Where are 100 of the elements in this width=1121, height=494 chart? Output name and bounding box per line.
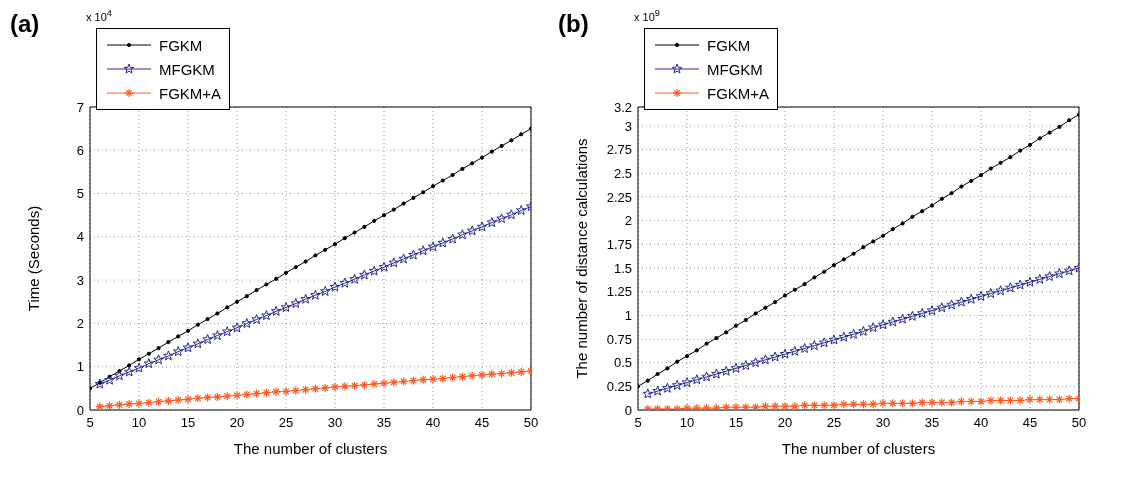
y-axis-title: The number of distance calculations (573, 138, 591, 379)
point (104, 374, 115, 385)
x-tick-label: 50 (523, 415, 539, 431)
point (476, 221, 488, 232)
x-tick-label: 25 (278, 415, 294, 431)
point (427, 241, 439, 252)
point (926, 305, 938, 316)
point (828, 334, 840, 345)
y-tick-label: 3.2 (613, 99, 632, 115)
x-tick-label: 10 (131, 415, 147, 431)
y-tick-label: 1.5 (613, 260, 632, 276)
point (1063, 265, 1075, 276)
x-tick-label: 30 (327, 415, 343, 431)
point (300, 293, 311, 304)
x-tick-label: 15 (728, 415, 744, 431)
point (114, 370, 125, 381)
y-tick-label: 0.25 (606, 378, 632, 394)
y-tick-label: 2.75 (606, 142, 632, 158)
y-tick-label: 3 (76, 272, 84, 288)
point (408, 249, 419, 260)
legend-label: FGKM (159, 36, 203, 54)
point (202, 333, 213, 344)
point (378, 261, 390, 272)
point (349, 273, 360, 284)
point (359, 269, 370, 280)
y-tick-label: 4 (76, 229, 84, 245)
point (398, 253, 409, 264)
x-tick-label: 10 (679, 415, 695, 431)
y-axis-title: Time (Seconds) (25, 205, 43, 312)
point (985, 288, 997, 299)
point (1034, 273, 1046, 284)
x-tick-label: 5 (86, 415, 94, 431)
point (936, 302, 948, 313)
point (212, 330, 223, 341)
point (965, 293, 977, 304)
point (143, 358, 155, 369)
x-tick-label: 20 (229, 415, 245, 431)
x-axis-title: The number of clusters (781, 440, 936, 457)
y-tick-label: 7 (76, 99, 84, 115)
point (779, 348, 791, 359)
point (182, 342, 194, 353)
y-tick-label: 6 (76, 142, 84, 158)
point (153, 354, 164, 365)
y-tick-label: 1 (624, 307, 632, 323)
point (671, 379, 683, 390)
point (642, 388, 654, 399)
legend-label: FGKM (707, 36, 751, 54)
point (466, 225, 478, 236)
x-tick-label: 25 (826, 415, 842, 431)
point (437, 237, 449, 248)
x-tick-label: 35 (924, 415, 940, 431)
point (838, 331, 850, 342)
point (251, 314, 262, 325)
point (740, 360, 752, 371)
point (720, 365, 732, 376)
point (799, 342, 810, 353)
point (652, 385, 663, 396)
y-tick-label: 1.75 (606, 236, 632, 252)
point (1014, 279, 1026, 290)
point (339, 277, 351, 288)
x-tick-label: 50 (1071, 415, 1087, 431)
point (1044, 270, 1055, 282)
legend-label: FGKM+A (159, 84, 222, 102)
y-tick-label: 2 (76, 316, 84, 332)
y-tick-label: 3 (624, 118, 632, 134)
point (192, 338, 204, 349)
x-tick-label: 45 (474, 415, 490, 431)
y-tick-label: 1.25 (606, 284, 632, 300)
point (163, 350, 174, 361)
point (760, 354, 771, 365)
point (388, 257, 400, 268)
point (946, 299, 957, 310)
point (270, 305, 282, 316)
point (417, 245, 429, 256)
x-tick-label: 45 (1022, 415, 1038, 431)
point (241, 317, 253, 328)
y-tick-label: 2.5 (613, 165, 632, 181)
legend-label: MFGKM (159, 60, 215, 78)
y-tick-label: 2.25 (606, 189, 632, 205)
point (701, 371, 712, 382)
y-tick-label: 0 (624, 402, 632, 418)
point (858, 325, 869, 336)
text: (a) (10, 10, 40, 38)
point (691, 374, 703, 385)
point (368, 265, 380, 276)
point (231, 322, 243, 333)
point (280, 301, 292, 312)
point (133, 362, 145, 373)
y-tick-label: 0.75 (606, 331, 632, 347)
point (877, 319, 889, 330)
point (447, 233, 458, 244)
point (975, 290, 987, 301)
x-tick-label: 30 (875, 415, 891, 431)
y-tick-label: 2 (624, 213, 632, 229)
point (319, 285, 331, 296)
point (848, 328, 859, 339)
point (681, 377, 693, 388)
point (486, 217, 498, 228)
point (457, 229, 468, 240)
point (750, 357, 761, 368)
